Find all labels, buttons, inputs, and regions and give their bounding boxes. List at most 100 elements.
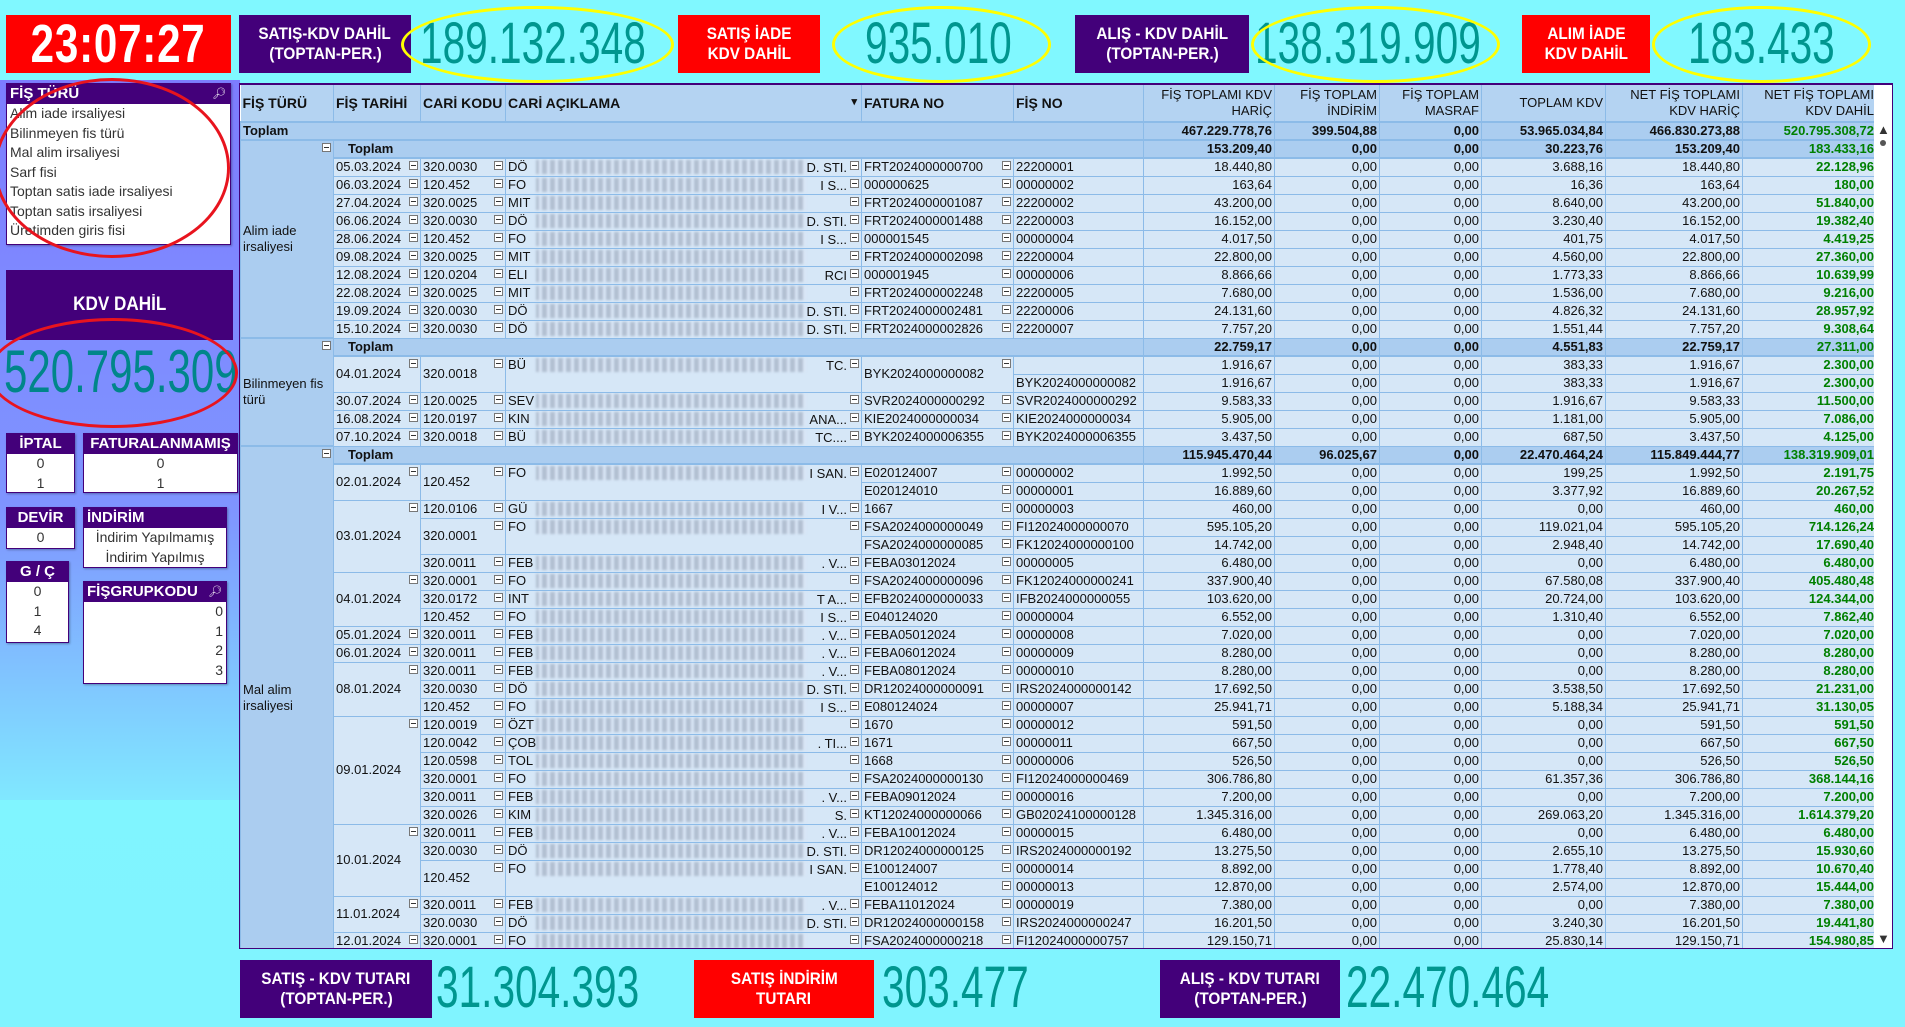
table-row[interactable]: 120.0598 TOL 1668 00000006 526,50 0,00 0,00 0,0… [241,751,1877,771]
cari-aciklama-cell[interactable]: KIM S. [505,805,862,825]
collapse-icon[interactable] [409,394,418,404]
collapse-icon[interactable] [850,826,859,836]
collapse-icon[interactable] [1002,214,1011,224]
cari-aciklama-cell[interactable]: FEB . V... [505,643,862,663]
table-row[interactable]: 09.08.2024 320.0025 MIT FRT2024000002098 222… [241,247,1877,267]
collapse-icon[interactable] [322,143,331,152]
fatura-no-cell[interactable]: FSA2024000000096 [861,571,1014,591]
fatura-no-cell[interactable]: FSA2024000000085 [861,535,1014,555]
table-row[interactable]: 04.01.2024 320.0001 FO FSA2024000000096 FK12… [241,571,1877,627]
date-cell[interactable]: 05.01.2024 [333,625,421,645]
collapse-icon[interactable] [409,250,418,260]
collapse-icon[interactable] [850,610,859,620]
fatura-no-cell[interactable]: 1671 [861,733,1014,753]
collapse-icon[interactable] [850,232,859,242]
fatura-no-cell[interactable]: E040124020 [861,607,1014,627]
fis-no-cell[interactable]: 00000006 [1013,265,1144,285]
scroll-down-icon[interactable]: ▼ [1877,931,1890,946]
fatura-no-cell[interactable]: FEBA10012024 [861,823,1014,843]
listbox-item[interactable]: İndirim Yapılmamış [95,529,215,545]
fatura-no-cell[interactable]: FRT2024000001488 [861,211,1014,231]
fis-no-cell[interactable]: 00000001 [1013,481,1144,501]
fatura-no-cell[interactable]: E080124024 [861,697,1014,717]
collapse-icon[interactable] [409,214,418,224]
table-row[interactable]: 07.10.2024 320.0018 BÜ TC.... BYK20240000063… [241,427,1877,447]
collapse-icon[interactable] [494,232,503,242]
table-row[interactable]: BYK2024000000082 1.916,67 0,00 0,00 383,33 1.… [241,373,1877,393]
collapse-icon[interactable] [409,628,418,638]
collapse-icon[interactable] [850,844,859,854]
column-header[interactable]: NET FİŞ TOPLAMI KDV HARİÇ [1605,85,1743,123]
cari-kodu-cell[interactable]: 320.0001 [420,931,506,948]
cari-kodu-cell[interactable]: 320.0018 [420,427,506,447]
table-row[interactable]: 19.09.2024 320.0030 DÖ D. STI. FRT2024000002… [241,301,1877,321]
fis-no-cell[interactable]: 00000012 [1013,715,1144,735]
collapse-icon[interactable] [494,682,503,692]
cari-aciklama-cell[interactable]: DÖ D. STI. [505,157,862,177]
vertical-scrollbar[interactable]: ▲ ▼ [1874,85,1892,948]
listbox-item[interactable]: 2 [215,642,223,658]
fis-no-cell[interactable]: FI12024000000469 [1013,769,1144,789]
collapse-icon[interactable] [1002,916,1011,926]
fatura-no-cell[interactable]: DR12024000000125 [861,841,1014,861]
cari-aciklama-cell[interactable]: DÖ D. STI. [505,319,862,339]
collapse-icon[interactable] [494,664,503,674]
listbox-item[interactable]: 1 [33,602,42,619]
collapse-icon[interactable] [1002,178,1011,188]
collapse-icon[interactable] [409,502,418,512]
fis-no-cell[interactable]: 00000004 [1013,607,1144,627]
cari-aciklama-cell[interactable]: FEB . V... [505,823,862,843]
cari-aciklama-cell[interactable]: ÇOB . TI... [505,733,862,753]
cari-aciklama-cell[interactable]: KIN ANA... [505,409,862,429]
date-cell[interactable]: 04.01.2024 [333,355,421,393]
column-header[interactable]: FATURA NO [861,85,1014,123]
collapse-icon[interactable] [850,161,859,170]
column-header[interactable]: FİŞ TOPLAM MASRAF [1379,85,1482,123]
fatura-no-cell[interactable]: FRT2024000000700 [861,157,1014,177]
cari-aciklama-cell[interactable]: FO [505,931,862,948]
fis-no-cell[interactable]: BYK2024000000082 [1013,373,1144,393]
table-row[interactable]: 06.06.2024 320.0030 DÖ D. STI. FRT2024000001… [241,211,1877,231]
collapse-icon[interactable] [409,826,418,836]
fatura-no-cell[interactable]: FRT2024000002826 [861,319,1014,339]
devir-listbox[interactable]: DEVİR 0 [6,507,75,549]
cari-aciklama-cell[interactable]: FO I SAN. [505,463,862,501]
fatura-no-cell[interactable]: 000001545 [861,229,1014,249]
table-row[interactable]: 28.06.2024 120.452 FO I S... 000001545 000000… [241,229,1877,249]
fis-no-cell[interactable]: 00000004 [1013,229,1144,249]
fis-no-cell[interactable]: 22200004 [1013,247,1144,267]
cari-kodu-cell[interactable]: 320.0011 [420,895,506,915]
date-cell[interactable]: 16.08.2024 [333,409,421,429]
collapse-icon[interactable] [850,718,859,728]
collapse-icon[interactable] [1002,754,1011,764]
date-cell[interactable]: 10.01.2024 [333,823,421,897]
fis-no-cell[interactable]: 22200002 [1013,193,1144,213]
collapse-icon[interactable] [850,467,859,476]
collapse-icon[interactable] [850,790,859,800]
fatura-no-cell[interactable]: EFB2024000000033 [861,589,1014,609]
collapse-icon[interactable] [494,250,503,260]
cari-kodu-cell[interactable]: 320.0018 [420,355,506,393]
cari-aciklama-cell[interactable]: FO [505,571,862,591]
search-icon[interactable]: 🔎︎ [208,586,222,598]
fis-no-cell[interactable]: 00000014 [1013,859,1144,879]
collapse-icon[interactable] [409,232,418,242]
collapse-icon[interactable] [494,214,503,224]
fatura-no-cell[interactable]: 1670 [861,715,1014,735]
fis-no-cell[interactable]: 22200006 [1013,301,1144,321]
listbox-item[interactable]: 4 [33,622,42,638]
collapse-icon[interactable] [1002,412,1011,422]
date-cell[interactable]: 19.09.2024 [333,301,421,321]
fatura-no-cell[interactable]: 1667 [861,499,1014,519]
date-cell[interactable]: 09.08.2024 [333,247,421,267]
iptal-listbox[interactable]: İPTAL 0 1 [6,433,75,493]
cari-aciklama-cell[interactable]: DÖ D. STI. [505,301,862,321]
fatura-no-cell[interactable]: 000000625 [861,175,1014,195]
collapse-icon[interactable] [494,610,503,620]
cari-kodu-cell[interactable]: 320.0030 [420,319,506,339]
date-cell[interactable]: 06.01.2024 [333,643,421,663]
fatura-no-cell[interactable]: FEBA09012024 [861,787,1014,807]
collapse-icon[interactable] [494,268,503,278]
listbox-item[interactable]: İndirim Yapılmış [105,548,205,565]
collapse-icon[interactable] [494,718,503,728]
